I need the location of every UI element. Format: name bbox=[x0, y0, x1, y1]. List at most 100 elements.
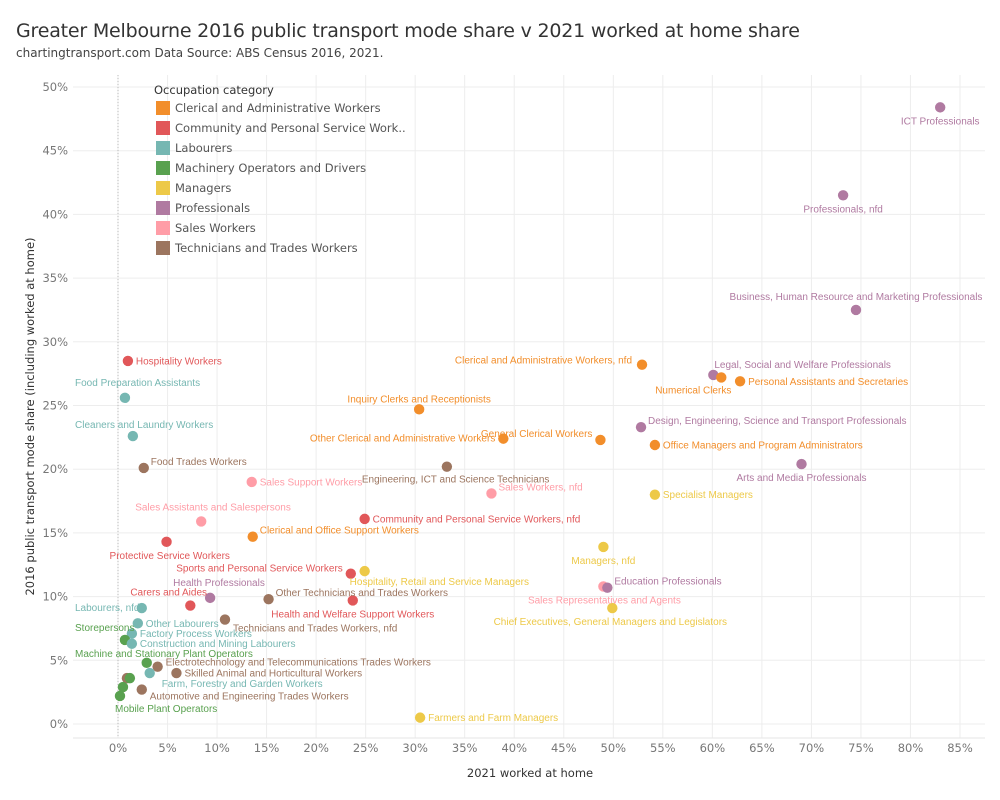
y-tick-label: 25% bbox=[42, 399, 68, 413]
legend-item[interactable]: Community and Personal Service Work.. bbox=[156, 121, 406, 135]
point-label: Managers, nfd bbox=[571, 556, 635, 567]
legend-swatch bbox=[156, 121, 170, 135]
data-point[interactable] bbox=[117, 681, 129, 693]
data-point[interactable] bbox=[141, 657, 152, 669]
data-point[interactable] bbox=[138, 462, 149, 474]
data-point[interactable] bbox=[649, 439, 661, 451]
point-label: Labourers, nfd bbox=[75, 603, 140, 614]
point-labels: ICT Professionals Professionals, nfd Busin… bbox=[75, 116, 982, 724]
data-point[interactable] bbox=[126, 638, 138, 649]
data-point[interactable] bbox=[850, 304, 862, 316]
point-label: Sales Representatives and Agents bbox=[528, 595, 681, 606]
legend-item[interactable]: Technicians and Trades Workers bbox=[156, 241, 358, 255]
data-point[interactable] bbox=[796, 458, 807, 470]
data-point[interactable] bbox=[122, 355, 134, 367]
point-label: Mobile Plant Operators bbox=[115, 704, 217, 715]
grid-lines bbox=[73, 75, 985, 739]
point-label: Protective Service Workers bbox=[110, 551, 230, 562]
data-point[interactable] bbox=[595, 434, 606, 446]
y-tick-label: 45% bbox=[42, 144, 68, 158]
data-point[interactable] bbox=[124, 672, 136, 684]
legend-item[interactable]: Clerical and Administrative Workers bbox=[156, 101, 381, 115]
point-label: Farmers and Farm Managers bbox=[428, 713, 558, 724]
data-point[interactable] bbox=[144, 667, 155, 679]
x-tick-label: 25% bbox=[353, 741, 379, 755]
y-tick-label: 50% bbox=[42, 80, 68, 94]
data-point[interactable] bbox=[132, 618, 144, 629]
legend-item[interactable]: Professionals bbox=[156, 201, 250, 215]
point-label: Farm, Forestry and Garden Workers bbox=[162, 679, 323, 690]
data-point[interactable] bbox=[734, 376, 746, 387]
data-point[interactable] bbox=[359, 565, 370, 577]
legend-item[interactable]: Managers bbox=[156, 181, 231, 195]
data-point[interactable] bbox=[598, 541, 609, 553]
x-tick-label: 0% bbox=[109, 741, 127, 755]
data-point[interactable] bbox=[136, 684, 147, 695]
point-label: Clerical and Administrative Workers, nfd bbox=[455, 356, 632, 367]
x-tick-label: 5% bbox=[158, 741, 176, 755]
data-point[interactable] bbox=[136, 602, 147, 614]
data-point[interactable] bbox=[414, 712, 426, 723]
data-point[interactable] bbox=[119, 392, 131, 404]
data-point[interactable] bbox=[441, 461, 453, 472]
data-point[interactable] bbox=[126, 628, 138, 639]
point-label: Office Managers and Program Administrato… bbox=[663, 440, 863, 451]
data-point[interactable] bbox=[486, 488, 497, 499]
x-tick-label: 60% bbox=[700, 741, 726, 755]
data-point[interactable] bbox=[607, 602, 618, 614]
data-points bbox=[114, 102, 946, 723]
point-label: Sales Assistants and Salespersons bbox=[135, 502, 291, 513]
point-label: Inquiry Clerks and Receptionists bbox=[347, 394, 490, 405]
data-point[interactable] bbox=[934, 102, 946, 113]
legend-item[interactable]: Machinery Operators and Drivers bbox=[156, 161, 366, 175]
data-point[interactable] bbox=[716, 372, 727, 383]
data-point[interactable] bbox=[636, 359, 648, 370]
data-point[interactable] bbox=[219, 614, 231, 625]
data-point[interactable] bbox=[204, 592, 216, 604]
point-label: Skilled Animal and Horticultural Workers bbox=[184, 669, 362, 680]
data-point[interactable] bbox=[649, 489, 661, 500]
data-point[interactable] bbox=[171, 667, 182, 679]
point-label: Business, Human Resource and Marketing P… bbox=[730, 292, 983, 303]
data-point[interactable] bbox=[837, 190, 849, 201]
legend-swatch bbox=[156, 221, 170, 235]
data-point[interactable] bbox=[161, 536, 172, 548]
data-point[interactable] bbox=[114, 690, 126, 702]
legend-item[interactable]: Labourers bbox=[156, 141, 232, 155]
x-tick-label: 50% bbox=[601, 741, 627, 755]
data-point[interactable] bbox=[196, 516, 207, 527]
point-label: Automotive and Engineering Trades Worker… bbox=[150, 692, 349, 703]
point-label: Hospitality Workers bbox=[136, 356, 222, 367]
x-axis-title: 2021 worked at home bbox=[467, 766, 593, 780]
point-label: Numerical Clerks bbox=[655, 385, 731, 396]
point-label: Health and Welfare Support Workers bbox=[271, 609, 434, 620]
data-point[interactable] bbox=[127, 430, 139, 442]
data-point[interactable] bbox=[708, 369, 719, 381]
data-point[interactable] bbox=[347, 595, 358, 606]
data-point[interactable] bbox=[413, 404, 425, 415]
point-label: Food Preparation Assistants bbox=[75, 378, 200, 389]
data-point[interactable] bbox=[602, 582, 613, 593]
point-label: Specialist Managers bbox=[663, 490, 753, 501]
x-axis-ticks: 0% 5% 10% 15% 20% 25% 30% 35% 40% 45% 50% 55% 60% 65%… bbox=[109, 741, 973, 755]
point-label: Professionals, nfd bbox=[803, 204, 883, 215]
x-tick-label: 20% bbox=[303, 741, 329, 755]
point-label: Electrotechnology and Telecommunications… bbox=[166, 658, 431, 669]
data-point[interactable] bbox=[359, 513, 370, 525]
legend-title: Occupation category bbox=[154, 83, 274, 97]
data-point[interactable] bbox=[152, 661, 163, 672]
data-point[interactable] bbox=[263, 593, 274, 605]
data-point[interactable] bbox=[247, 531, 258, 542]
data-point[interactable] bbox=[185, 600, 196, 611]
legend-label: Machinery Operators and Drivers bbox=[175, 161, 366, 175]
chart-subtitle: chartingtransport.com Data Source: ABS C… bbox=[16, 46, 384, 60]
data-point[interactable] bbox=[498, 433, 509, 444]
data-point[interactable] bbox=[246, 476, 257, 488]
point-label: Arts and Media Professionals bbox=[736, 473, 866, 484]
data-point[interactable] bbox=[635, 421, 647, 433]
x-tick-label: 35% bbox=[452, 741, 478, 755]
legend-item[interactable]: Sales Workers bbox=[156, 221, 256, 235]
data-point[interactable] bbox=[345, 568, 356, 579]
point-label: ICT Professionals bbox=[901, 116, 980, 127]
